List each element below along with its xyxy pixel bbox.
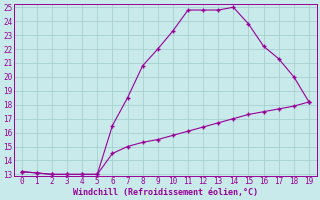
X-axis label: Windchill (Refroidissement éolien,°C): Windchill (Refroidissement éolien,°C) bbox=[73, 188, 258, 197]
